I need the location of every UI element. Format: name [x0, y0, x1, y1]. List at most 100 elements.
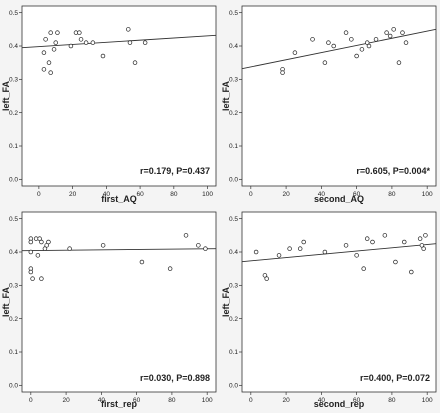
y-tick-label: 0.4 [9, 249, 18, 256]
y-tick-label: 0.5 [9, 216, 18, 223]
y-axis-label: left_FA [221, 81, 231, 112]
x-tick-label: 0 [249, 191, 253, 198]
x-tick-label: 80 [170, 191, 178, 198]
data-point [301, 239, 306, 245]
data-point [183, 233, 189, 238]
data-point [361, 266, 366, 271]
data-point [126, 27, 131, 32]
x-tick-label: 0 [37, 191, 41, 198]
data-point [366, 43, 372, 49]
data-point [409, 269, 414, 275]
data-point [30, 276, 35, 281]
data-point [417, 236, 423, 241]
data-point [403, 40, 409, 45]
x-tick-label: 40 [103, 191, 111, 198]
data-point [28, 249, 34, 255]
x-tick-label: 40 [318, 191, 326, 198]
y-tick-label: 0.5 [229, 216, 238, 223]
x-tick-label: 20 [62, 397, 70, 404]
data-point [39, 239, 44, 245]
y-tick-label: 0.5 [9, 10, 18, 17]
data-point [196, 243, 201, 248]
data-point [343, 30, 349, 35]
regression-line [241, 243, 437, 263]
y-tick-label: 0.0 [229, 177, 238, 184]
data-point [310, 37, 315, 42]
y-tick-label: 0.1 [9, 143, 18, 150]
data-point [42, 246, 48, 251]
data-point [167, 266, 173, 271]
y-tick-label: 0.2 [9, 110, 18, 117]
x-tick-label: 100 [202, 397, 213, 404]
data-point [100, 53, 106, 59]
plot-area [241, 5, 437, 187]
data-point [68, 43, 74, 49]
y-tick-label: 0.0 [9, 177, 18, 184]
data-point [423, 233, 428, 238]
data-point [46, 239, 51, 245]
plot-area [21, 211, 217, 393]
data-point [354, 53, 359, 59]
y-tick-label: 0.3 [9, 283, 18, 290]
y-axis-label: left_FA [1, 81, 11, 112]
y-tick-label: 0.2 [229, 110, 238, 117]
data-point [44, 243, 49, 248]
data-point [90, 40, 96, 45]
y-tick-label: 0.5 [229, 10, 238, 17]
y-tick-label: 0.2 [9, 316, 18, 323]
data-point [132, 60, 138, 65]
correlation-annotation: r=0.030, P=0.898 [140, 373, 210, 383]
regression-line [21, 248, 217, 252]
y-tick-label: 0.4 [9, 43, 18, 50]
y-tick-label: 0.0 [229, 383, 238, 390]
data-point [43, 37, 48, 42]
y-axis-label: left_FA [221, 287, 231, 318]
data-point [264, 276, 269, 281]
data-point [364, 236, 370, 241]
data-point [67, 246, 72, 251]
data-point [402, 239, 407, 245]
x-axis-label: second_AQ [314, 194, 364, 204]
data-point [55, 30, 60, 35]
data-point [51, 47, 57, 52]
x-axis-label: second_rep [314, 399, 365, 409]
data-point [39, 276, 44, 281]
x-tick-label: 60 [353, 191, 361, 198]
data-point [77, 30, 82, 35]
data-point [292, 50, 298, 55]
data-point [382, 233, 388, 238]
data-point [100, 243, 106, 248]
data-point [354, 253, 359, 258]
data-point [41, 67, 47, 72]
x-tick-label: 60 [136, 191, 144, 198]
correlation-annotation: r=0.605, P=0.004* [356, 166, 430, 176]
data-point [35, 253, 41, 258]
data-point [48, 30, 53, 35]
plot-area [21, 5, 217, 187]
regression-line [241, 28, 437, 70]
x-tick-label: 80 [168, 397, 176, 404]
data-point [349, 37, 354, 42]
data-point [53, 40, 58, 45]
data-point [83, 40, 89, 45]
x-tick-label: 40 [98, 397, 106, 404]
x-tick-label: 60 [133, 397, 141, 404]
data-point [387, 33, 393, 39]
x-tick-label: 0 [29, 397, 33, 404]
data-point [393, 259, 398, 265]
x-tick-label: 80 [388, 191, 396, 198]
x-tick-label: 100 [202, 191, 213, 198]
y-tick-label: 0.3 [9, 77, 18, 84]
data-point [297, 246, 303, 251]
x-tick-label: 60 [353, 397, 361, 404]
data-point [280, 70, 285, 75]
x-tick-label: 100 [422, 191, 433, 198]
data-point [139, 259, 145, 265]
x-tick-label: 40 [318, 397, 326, 404]
data-point [364, 40, 370, 45]
data-point [373, 37, 379, 42]
data-point [322, 249, 328, 255]
y-tick-label: 0.3 [229, 283, 238, 290]
x-axis-label: first_AQ [101, 194, 137, 204]
data-point [37, 236, 42, 241]
